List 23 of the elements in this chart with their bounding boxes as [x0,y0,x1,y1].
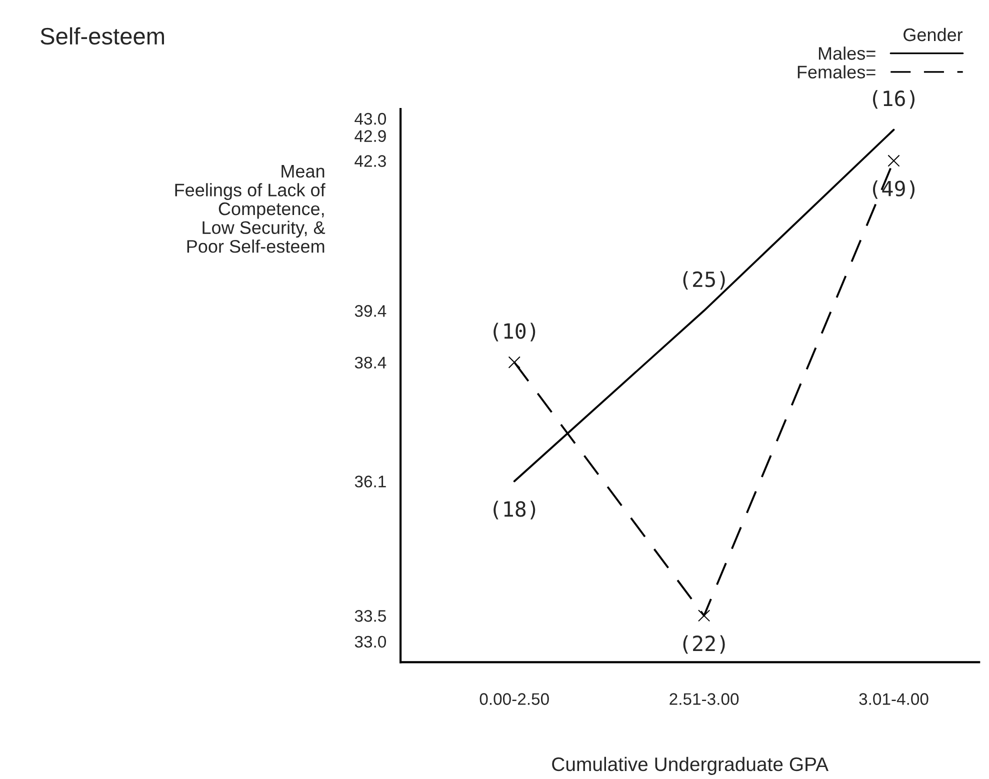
y-tick-label: 42.3 [354,155,386,167]
annotation: (10) [494,322,536,342]
x-tick-label: 2.51-3.00 [670,693,739,705]
annotation: (49) [872,180,914,199]
y-tick-label: 33.5 [354,610,386,622]
y-tick-label: 43.0 [354,112,386,125]
y-tick-label: 38.4 [354,356,386,369]
legend-label: Males= [818,46,876,60]
legend-title: Gender [904,28,963,42]
annotation: (16) [872,90,914,109]
legend-label: Females= [798,65,876,78]
text: Self-esteem [40,27,164,45]
y-axis-title: Mean Feelings of Lack of Competence, Low Security, & Poor Self-esteem [175,165,326,253]
y-tick-label: 42.9 [354,130,386,142]
y-tick-label: 36.1 [354,476,386,488]
x-tick-label: 0.00-2.50 [480,693,549,705]
annotation: (25) [683,271,725,290]
y-tick-label: 33.0 [354,636,386,648]
x-axis-title: Cumulative Undergraduate GPA [552,756,829,775]
annotation: (22) [683,635,725,654]
x-tick-label: 3.01-4.00 [859,693,928,705]
annotation: (18) [494,500,536,520]
y-tick-label: 39.4 [354,305,386,317]
